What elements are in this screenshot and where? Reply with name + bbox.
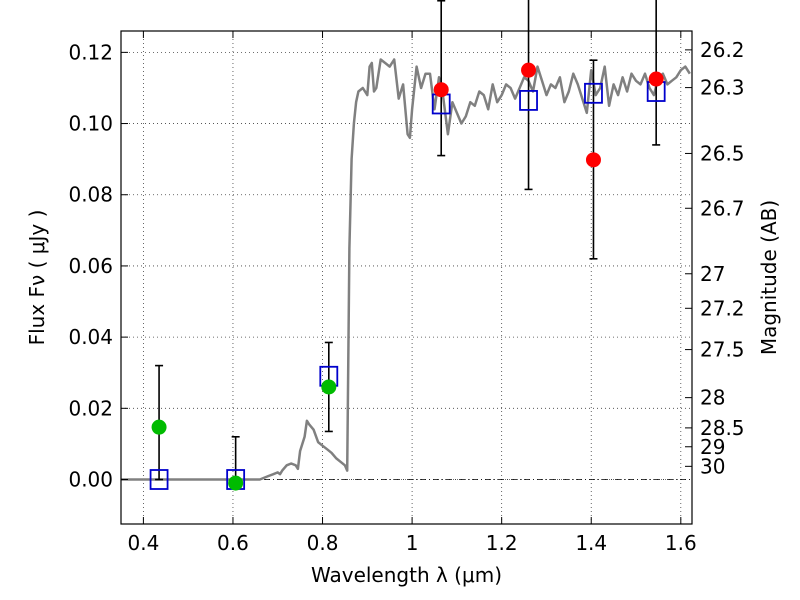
right-tick-label: 29	[700, 435, 725, 459]
x-tick-label: 0.8	[307, 531, 339, 555]
right-tick-label: 28	[700, 386, 725, 410]
observed-green-point	[228, 475, 244, 491]
right-tick-label: 26.7	[700, 196, 745, 220]
y-tick-label: 0.12	[68, 40, 113, 64]
x-tick-label: 1.6	[665, 531, 697, 555]
observed-red-point	[648, 71, 664, 87]
x-tick-label: 0.6	[217, 531, 249, 555]
y-tick-label: 0.08	[68, 183, 113, 207]
right-tick-label: 28.5	[700, 416, 745, 440]
plot-frame	[120, 30, 693, 525]
observed-green-point	[151, 419, 167, 435]
right-tick-label: 27.5	[700, 338, 745, 362]
right-tick-label: 26.2	[700, 38, 745, 62]
y-tick-label: 0.06	[68, 254, 113, 278]
observed-green-point	[321, 379, 337, 395]
right-tick-label: 27	[700, 262, 725, 286]
y-tick-label: 0.00	[68, 468, 113, 492]
error-bars	[155, 0, 661, 484]
x-tick-label: 1.4	[575, 531, 607, 555]
x-axis-label: Wavelength λ (μm)	[311, 563, 502, 587]
y-tick-label: 0.10	[68, 112, 113, 136]
x-tick-label: 1.2	[486, 531, 518, 555]
model-spectrum-line	[121, 58, 691, 481]
observed-red-point	[521, 62, 537, 78]
model-photometry-square	[519, 90, 538, 111]
right-axis-label: Magnitude (AB)	[757, 200, 781, 355]
data-points	[149, 62, 666, 491]
axis-ticks: 0.4 0.6 0.8 1 1.2 1.4 1.6 0.00 0.02 0.04 0.06 0.08 0…	[68, 31, 745, 555]
model-photometry-square	[149, 469, 169, 490]
y-tick-label: 0.04	[68, 325, 113, 349]
x-tick-label: 0.4	[127, 531, 159, 555]
right-tick-label: 26.3	[700, 76, 745, 100]
right-tick-label: 27.2	[700, 296, 745, 320]
right-tick-label: 30	[700, 454, 725, 478]
model-photometry-square	[584, 82, 603, 104]
y-axis-label: Flux Fν ( μJy )	[25, 210, 49, 346]
observed-red-point	[433, 82, 449, 98]
x-tick-label: 1	[406, 531, 419, 555]
y-tick-label: 0.02	[68, 396, 113, 420]
observed-red-point	[585, 152, 601, 168]
right-tick-label: 26.5	[700, 141, 745, 165]
